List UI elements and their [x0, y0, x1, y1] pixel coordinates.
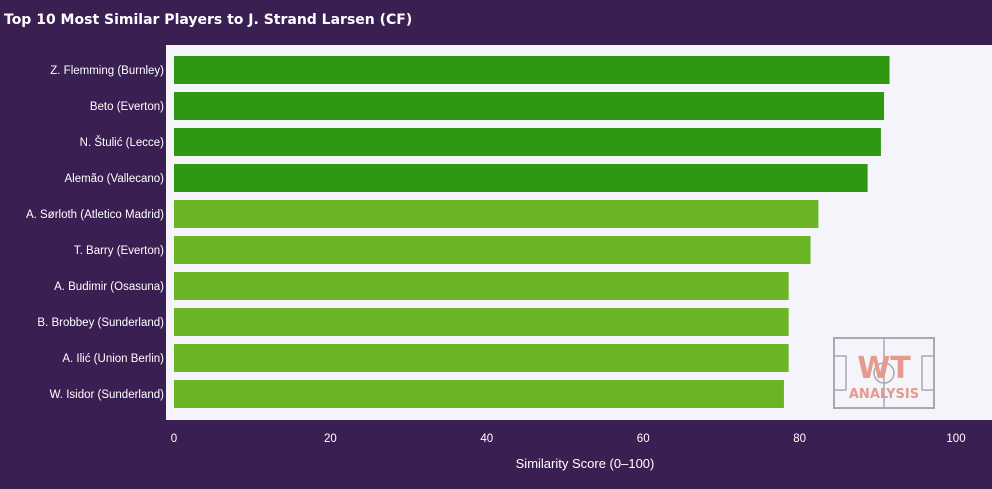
bar-0 [174, 56, 890, 84]
bar-2 [174, 128, 881, 156]
watermark-analysis: ANALYSIS [849, 387, 919, 402]
bars [174, 56, 890, 408]
y-tick-label: B. Brobbey (Sunderland) [37, 317, 164, 329]
bar-9 [174, 380, 784, 408]
x-tick-label: 80 [793, 433, 806, 445]
x-axis-label: Similarity Score (0–100) [516, 456, 655, 471]
y-tick-label: N. Štulić (Lecce) [80, 136, 165, 149]
bar-4 [174, 200, 819, 228]
y-axis-labels: Z. Flemming (Burnley) Beto (Everton) N. Št… [26, 65, 164, 401]
y-tick-label: Alemão (Vallecano) [64, 173, 164, 185]
y-tick-label: A. Sørloth (Atletico Madrid) [26, 209, 164, 221]
y-tick-label: W. Isidor (Sunderland) [50, 389, 165, 401]
watermark-wt: WT [857, 351, 911, 386]
bar-6 [174, 272, 789, 300]
bar-3 [174, 164, 868, 192]
bar-1 [174, 92, 885, 120]
bar-7 [174, 308, 789, 336]
bar-5 [174, 236, 811, 264]
x-tick-label: 60 [637, 433, 650, 445]
x-axis-ticks: 0 20 40 60 80 100 [171, 433, 966, 445]
x-tick-label: 20 [324, 433, 337, 445]
bar-8 [174, 344, 789, 372]
y-tick-label: Z. Flemming (Burnley) [50, 65, 164, 77]
chart-title: Top 10 Most Similar Players to J. Strand… [4, 12, 412, 28]
y-tick-label: A. Budimir (Osasuna) [54, 281, 164, 293]
x-tick-label: 40 [480, 433, 493, 445]
y-tick-label: T. Barry (Everton) [74, 245, 164, 257]
x-tick-label: 0 [171, 433, 177, 445]
wt-analysis-watermark: WT ANALYSIS [833, 337, 935, 409]
y-tick-label: A. Ilić (Union Berlin) [62, 353, 164, 365]
x-tick-label: 100 [946, 433, 965, 445]
y-tick-label: Beto (Everton) [90, 101, 164, 113]
